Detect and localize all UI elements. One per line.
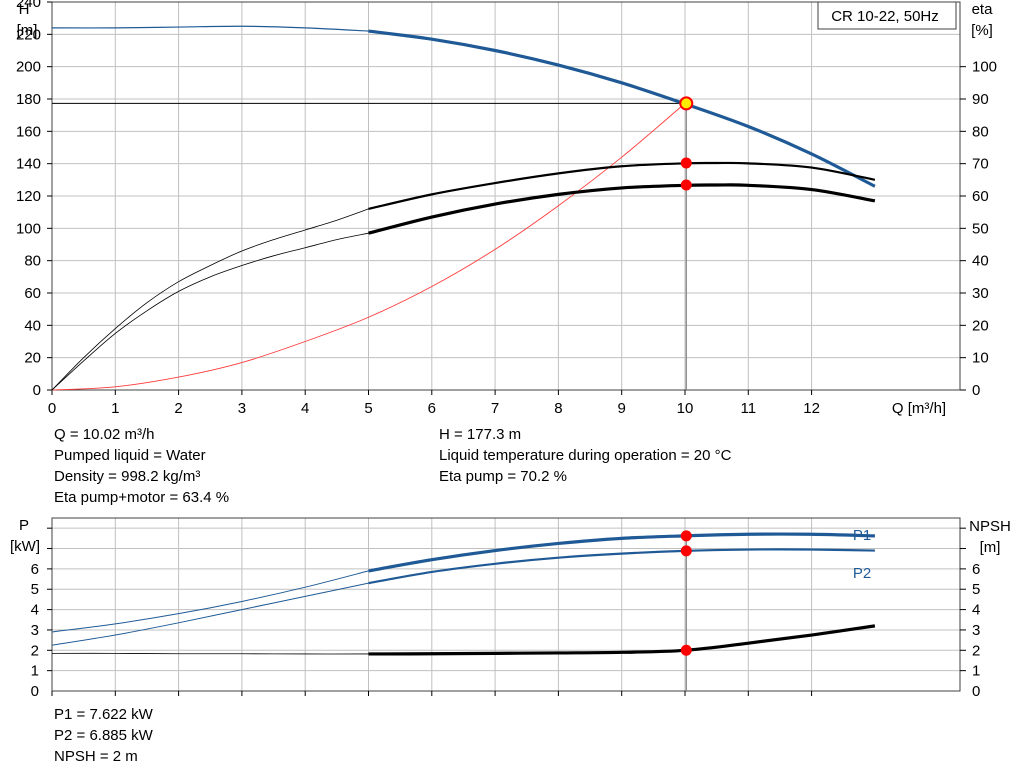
main-right-tick-label: 40 <box>972 253 989 270</box>
power-left-tick-label: 3 <box>31 622 39 639</box>
main-right-tick-label: 10 <box>972 350 989 367</box>
main-right-tick-label: 100 <box>972 59 997 76</box>
main-right-tick-label: 90 <box>972 91 989 108</box>
info-liquid-temperature: Liquid temperature during operation = 20… <box>439 447 732 464</box>
main-left-tick-label: 140 <box>16 156 41 173</box>
main-x-tick-label: 1 <box>111 400 119 417</box>
main-right-tick-label: 20 <box>972 317 989 334</box>
power-left-tick-label: 4 <box>31 602 39 619</box>
main-left-axis-label: H <box>19 1 30 18</box>
main-x-tick-label: 7 <box>491 400 499 417</box>
power-left-tick-label: 1 <box>31 663 39 680</box>
info-eta-pump: Eta pump = 70.2 % <box>439 468 567 485</box>
main-left-tick-label: 180 <box>16 91 41 108</box>
power-left-axis-unit: [kW] <box>10 538 40 555</box>
power-left-tick-label: 2 <box>31 642 39 659</box>
main-x-tick-label: 3 <box>238 400 246 417</box>
main-left-tick-label: 0 <box>33 382 41 399</box>
power-left-tick-label: 5 <box>31 581 39 598</box>
p2-curve-thin <box>51 582 369 646</box>
main-left-axis-unit: [m] <box>17 22 38 39</box>
eta-pump-motor-curve <box>368 183 876 235</box>
eta-pump-curve <box>368 161 876 211</box>
info-head: H = 177.3 m <box>439 426 522 443</box>
main-info-left: Q = 10.02 m³/h Pumped liquid = Water Den… <box>54 424 229 508</box>
title-box-text: CR 10-22, 50Hz <box>831 8 939 25</box>
power-right-tick-label: 6 <box>972 561 980 578</box>
p1-curve-thin <box>51 570 369 633</box>
info-p2: P2 = 6.885 kW <box>54 727 153 744</box>
main-x-tick-label: 9 <box>618 400 626 417</box>
main-x-tick-label: 2 <box>174 400 182 417</box>
info-npsh: NPSH = 2 m <box>54 748 138 765</box>
main-left-tick-label: 200 <box>16 59 41 76</box>
power-right-tick-label: 1 <box>972 663 980 680</box>
power-right-tick-label: 0 <box>972 683 980 700</box>
main-left-tick-label: 100 <box>16 220 41 237</box>
main-x-tick-label: 8 <box>554 400 562 417</box>
power-info: P1 = 7.622 kW P2 = 6.885 kW NPSH = 2 m <box>54 704 153 767</box>
power-plot-area <box>52 518 960 691</box>
power-right-axis-label: NPSH <box>969 518 1011 535</box>
main-right-tick-label: 60 <box>972 188 989 205</box>
npsh-curve <box>368 624 876 656</box>
p1-curve <box>368 532 875 573</box>
main-right-tick-label: 80 <box>972 123 989 140</box>
main-right-tick-label: 70 <box>972 156 989 173</box>
eta-pump-curve-thin <box>51 208 369 391</box>
power-right-tick-label: 4 <box>972 602 980 619</box>
main-x-tick-label: 0 <box>48 400 56 417</box>
main-left-tick-label: 120 <box>16 188 41 205</box>
power-right-axis-unit: [m] <box>980 539 1001 556</box>
main-x-tick-label: 4 <box>301 400 309 417</box>
main-right-axis-label: eta <box>972 1 994 18</box>
p1-series-label: P1 <box>853 527 871 544</box>
operating-point-marker <box>679 96 694 111</box>
npsh-marker <box>680 644 692 656</box>
npsh-curve-thin <box>51 652 369 655</box>
p2-marker <box>680 545 692 557</box>
main-left-tick-label: 160 <box>16 123 41 140</box>
main-x-tick-label: 5 <box>364 400 372 417</box>
main-x-axis-label: Q [m³/h] <box>892 400 946 417</box>
main-right-tick-label: 0 <box>972 382 980 399</box>
title-box <box>817 1 957 30</box>
head-curve-thin <box>51 25 369 32</box>
system-curve <box>51 103 686 391</box>
main-x-tick-label: 6 <box>428 400 436 417</box>
main-left-tick-label: 80 <box>24 253 41 270</box>
p2-curve <box>368 548 875 585</box>
power-right-tick-label: 5 <box>972 581 980 598</box>
power-right-tick-label: 2 <box>972 642 980 659</box>
main-x-tick-label: 12 <box>803 400 820 417</box>
info-p1: P1 = 7.622 kW <box>54 706 153 723</box>
head-curve <box>368 29 876 188</box>
main-x-tick-label: 10 <box>677 400 694 417</box>
main-left-tick-label: 20 <box>24 350 41 367</box>
main-left-tick-label: 40 <box>24 317 41 334</box>
power-plot-border <box>51 517 961 692</box>
power-left-tick-label: 0 <box>31 683 39 700</box>
main-info-right: H = 177.3 m Liquid temperature during op… <box>439 424 731 487</box>
info-density: Density = 998.2 kg/m³ <box>54 468 201 485</box>
main-x-tick-label: 11 <box>741 400 757 417</box>
info-flow: Q = 10.02 m³/h <box>54 426 155 443</box>
eta-pump-motor-marker <box>680 179 692 191</box>
power-left-axis-label: P <box>19 517 29 534</box>
power-left-tick-label: 6 <box>31 561 39 578</box>
main-left-tick-label: 220 <box>16 26 41 43</box>
eta-pump-motor-curve-thin <box>51 232 369 391</box>
eta-pump-marker <box>680 157 692 169</box>
main-right-axis-unit: [%] <box>971 22 993 39</box>
p2-series-label: P2 <box>853 565 871 582</box>
info-pumped-liquid: Pumped liquid = Water <box>54 447 206 464</box>
main-right-tick-label: 50 <box>972 220 989 237</box>
p1-marker <box>680 530 692 542</box>
power-right-tick-label: 3 <box>972 622 980 639</box>
main-left-tick-label: 60 <box>24 285 41 302</box>
info-eta-pump-motor: Eta pump+motor = 63.4 % <box>54 489 230 506</box>
main-left-tick-label: 240 <box>16 0 41 11</box>
main-right-tick-label: 30 <box>972 285 989 302</box>
